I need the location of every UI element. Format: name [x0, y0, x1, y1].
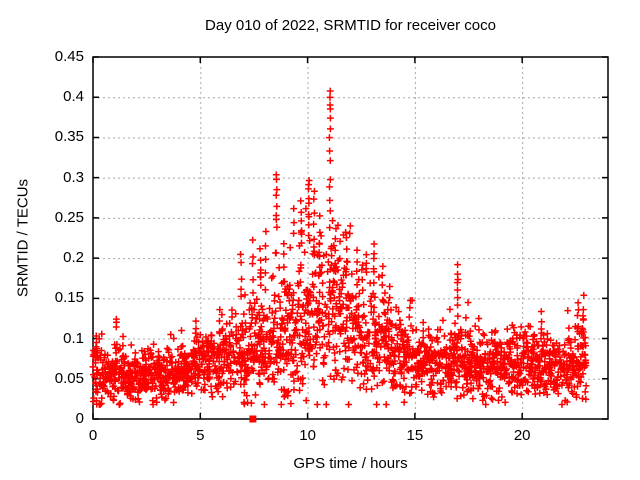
y-tick-label: 0.1: [63, 329, 84, 347]
y-tick-label: 0.25: [54, 208, 84, 226]
chart-title: Day 010 of 2022, SRMTID for receiver coc…: [205, 17, 496, 34]
x-axis-label: GPS time / hours: [293, 455, 408, 472]
y-tick-label: 0.05: [54, 369, 84, 387]
y-tick-label: 0.2: [63, 249, 84, 267]
x-tick-label: 0: [88, 427, 98, 444]
y-tick-label: 0.4: [63, 88, 84, 106]
x-tick-label: 15: [406, 427, 424, 444]
y-tick-label: 0.45: [54, 48, 84, 65]
y-tick-label: 0: [75, 410, 84, 427]
y-tick-label: 0.3: [63, 168, 84, 186]
x-tick-label: 5: [196, 427, 205, 444]
y-tick-label: 0.35: [54, 128, 84, 146]
y-tick-label: 0.15: [54, 289, 84, 307]
x-tick-label: 10: [299, 427, 316, 444]
x-tick-label: 20: [513, 427, 531, 444]
y-axis-label: SRMTID / TECUs: [14, 178, 32, 298]
